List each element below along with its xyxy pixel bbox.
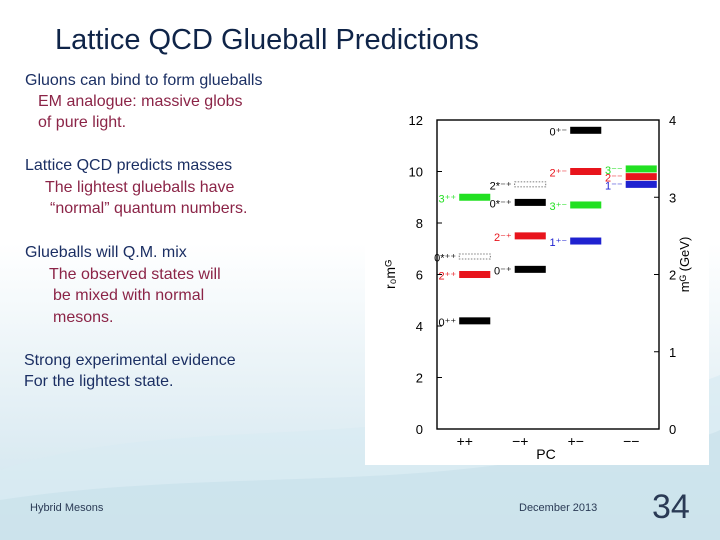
- glueball-spectrum-figure: 0 2 4 6 8 10 12 0 1 2 3 4 r₀mᴳ mᴳ (GeV) PC ++ −+ +− −− 0⁺⁺ 2…: [365, 102, 709, 465]
- bullet-3-sub-3: mesons.: [53, 309, 114, 326]
- left-tick-label: 12: [409, 113, 423, 128]
- glueball-level: [570, 201, 602, 209]
- bullet-1-main: Gluons can bind to form glueballs: [25, 72, 263, 89]
- right-tick-label: 1: [669, 345, 676, 360]
- left-tick-label: 4: [416, 319, 423, 334]
- footer-date: December 2013: [519, 502, 598, 514]
- right-tick-label: 4: [669, 113, 676, 128]
- glueball-level-label: 2⁺⁺: [438, 271, 456, 283]
- bullet-2-sub-1: The lightest glueballs have: [45, 179, 235, 196]
- glueball-level: [514, 265, 546, 273]
- glueball-level-label: 2*⁻⁺: [490, 180, 512, 192]
- glueball-level: [459, 193, 491, 201]
- right-tick-label: 3: [669, 190, 676, 205]
- pc-category-label: +−: [568, 433, 584, 449]
- glueball-level-label: 2⁺⁻: [549, 168, 567, 180]
- glueball-level-outline: [458, 253, 491, 260]
- footer-title: Hybrid Mesons: [30, 502, 104, 514]
- glueball-level: [625, 165, 657, 173]
- glueball-level: [625, 180, 657, 188]
- pc-category-label: −+: [512, 433, 528, 449]
- glueball-level-label: 0*⁻⁺: [490, 198, 512, 210]
- slide-title: Lattice QCD Glueball Predictions: [55, 24, 479, 56]
- bullet-1-sub-1: EM analogue: massive globs: [38, 93, 243, 110]
- glueball-level-label: 2⁻⁻: [605, 173, 623, 185]
- glueball-level: [459, 271, 491, 278]
- glueball-level-label: 2⁻⁺: [494, 232, 512, 244]
- page-number: 34: [652, 488, 690, 526]
- left-tick-label: 8: [416, 216, 423, 231]
- glueball-level: [514, 198, 546, 206]
- left-tick-label: 0: [416, 422, 423, 437]
- glueball-level-outline: [514, 181, 547, 188]
- glueball-level-label: 0⁺⁺: [438, 317, 456, 329]
- glueball-level-label: 0⁺⁻: [549, 126, 567, 138]
- bullet-3-sub-1: The observed states will: [49, 266, 221, 283]
- bullet-2-sub-2: “normal” quantum numbers.: [50, 200, 248, 217]
- glueball-level: [570, 126, 602, 134]
- left-axis-label: r₀mᴳ: [382, 260, 398, 289]
- bullet-1-sub-2: of pure light.: [38, 114, 127, 131]
- glueball-level: [570, 168, 602, 175]
- glueball-level-label: 0⁻⁺: [494, 265, 512, 277]
- x-axis-label: PC: [536, 446, 555, 462]
- left-tick-label: 10: [409, 165, 423, 180]
- glueball-level-label: 3⁻⁻: [605, 165, 623, 177]
- glueball-level: [514, 232, 546, 240]
- bullet-3-main: Glueballs will Q.M. mix: [25, 244, 187, 261]
- glueball-level: [570, 237, 602, 245]
- bullet-4-main: Strong experimental evidence: [24, 352, 236, 369]
- glueball-level-label: 3⁺⁺: [438, 193, 456, 205]
- glueball-level-label: 3⁺⁻: [549, 201, 567, 213]
- glueball-level: [459, 317, 491, 325]
- glueball-level-label: 0*⁺⁺: [434, 252, 456, 264]
- glueball-level-label: 1⁺⁻: [549, 237, 567, 249]
- glueball-level: [625, 173, 657, 181]
- left-tick-label: 2: [416, 371, 423, 386]
- glueball-level-label: 1⁻⁻: [605, 180, 623, 192]
- pc-category-label: ++: [457, 433, 473, 449]
- bullet-2-main: Lattice QCD predicts masses: [25, 157, 233, 174]
- right-tick-label: 0: [669, 422, 676, 437]
- bullet-4-sub-1: For the lightest state.: [24, 373, 174, 390]
- pc-category-label: −−: [623, 433, 639, 449]
- bullet-3-sub-2: be mixed with normal: [53, 287, 205, 304]
- right-axis-label: mᴳ (GeV): [677, 237, 692, 293]
- right-tick-label: 2: [669, 268, 676, 283]
- left-tick-label: 6: [416, 268, 423, 283]
